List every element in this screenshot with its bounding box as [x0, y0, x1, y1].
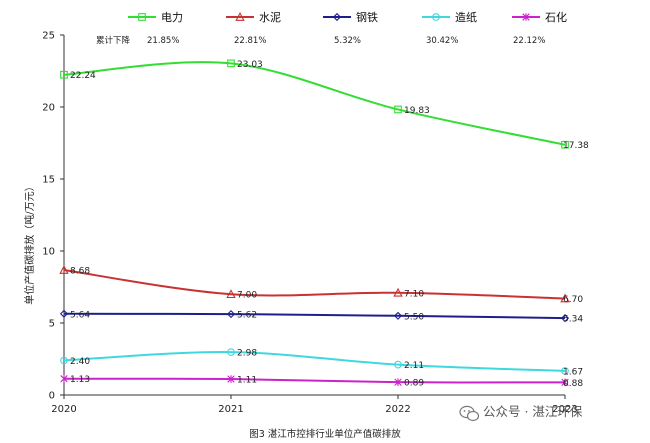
- decline-value: 22.81%: [234, 36, 266, 46]
- series-line: [63, 377, 566, 384]
- legend-item: 造纸: [422, 10, 477, 24]
- decline-value: 30.42%: [426, 36, 458, 46]
- marker-star: [60, 374, 68, 383]
- data-label: 0.89: [404, 379, 424, 389]
- marker-circle: [561, 367, 569, 375]
- data-label: 17.38: [563, 141, 589, 151]
- decline-value: 22.12%: [513, 36, 545, 46]
- data-label: 19.83: [404, 106, 430, 116]
- marker-triangle: [560, 293, 570, 303]
- series-1: 22.24 23.03 19.83 17.38: [60, 59, 589, 151]
- marker-diamond: [226, 309, 236, 319]
- decline-value: 21.85%: [147, 36, 179, 46]
- series-5: 1.13 1.11 0.89 0.88: [60, 374, 583, 389]
- data-label: 22.24: [70, 71, 96, 81]
- marker-circle: [394, 360, 402, 369]
- legend-label: 水泥: [259, 11, 281, 24]
- series-line: [63, 312, 566, 320]
- legend-item: 石化: [512, 10, 567, 24]
- decline-value: 5.32%: [334, 36, 361, 46]
- data-label: 23.03: [237, 60, 263, 70]
- x-tick-label: 2022: [385, 404, 410, 415]
- wechat-icon: [459, 405, 480, 422]
- marker-triangle: [393, 287, 403, 297]
- legend: 电力 水泥 钢铁 造纸 石化: [128, 10, 567, 24]
- series-line: [63, 269, 566, 300]
- legend-item: 水泥: [226, 11, 281, 24]
- watermark: 公众号 · 湛江环保: [459, 404, 583, 422]
- data-label: 1.11: [237, 376, 257, 386]
- marker-triangle: [235, 12, 245, 21]
- data-label: 5.64: [70, 310, 90, 320]
- marker-star: [394, 378, 402, 386]
- marker-triangle: [226, 289, 236, 299]
- data-label: 0.88: [563, 379, 583, 389]
- y-tick-label: 5: [49, 319, 55, 330]
- series-line: [63, 351, 566, 372]
- marker-diamond: [332, 12, 342, 22]
- data-label: 2.40: [70, 357, 90, 367]
- data-label: 5.62: [237, 311, 257, 321]
- data-label: 2.98: [237, 349, 257, 359]
- marker-square: [561, 140, 569, 149]
- legend-label: 电力: [161, 11, 183, 24]
- y-tick-label: 20: [42, 103, 55, 114]
- data-label: 7.10: [404, 289, 424, 299]
- data-label: 1.13: [70, 375, 90, 385]
- marker-diamond: [560, 314, 570, 323]
- decline-title: 累计下降: [96, 35, 131, 46]
- data-label: 6.70: [563, 295, 583, 305]
- marker-circle: [60, 356, 68, 365]
- marker-square: [138, 13, 146, 21]
- series-2: 8.68 7.00 7.10 6.70: [59, 265, 583, 305]
- legend-item: 钢铁: [323, 11, 378, 24]
- legend-item: 电力: [128, 11, 183, 24]
- marker-square: [227, 59, 235, 68]
- legend-label: 石化: [545, 10, 567, 24]
- marker-diamond: [393, 311, 403, 320]
- marker-circle: [227, 348, 235, 356]
- marker-square: [394, 105, 402, 114]
- x-tick-label: 2021: [218, 404, 243, 415]
- marker-diamond: [59, 309, 69, 318]
- axes: 0 5 10 15 20 25 2020 2021 2022 2023: [42, 31, 577, 416]
- y-tick-label: 10: [42, 247, 55, 258]
- y-tick-label: 15: [42, 175, 55, 186]
- series-line: [63, 61, 566, 146]
- marker-triangle: [59, 265, 69, 274]
- data-label: 2.11: [404, 361, 424, 371]
- data-label: 5.50: [404, 312, 424, 322]
- data-label: 1.67: [563, 367, 583, 377]
- series-3: 5.64 5.62 5.50 5.34: [59, 309, 583, 325]
- marker-circle: [432, 13, 440, 21]
- legend-label: 钢铁: [356, 11, 378, 24]
- x-tick-label: 2023: [552, 404, 577, 415]
- x-tick-label: 2020: [51, 404, 76, 415]
- y-tick-label: 25: [42, 31, 55, 42]
- marker-square: [60, 70, 68, 79]
- watermark-text: 公众号 · 湛江环保: [483, 404, 583, 419]
- data-label: 5.34: [563, 315, 583, 325]
- marker-star: [561, 378, 569, 387]
- series-lines: 22.24 23.03 19.83 17.38 8.68 7.00 7.10 6.70 5.64…: [59, 59, 589, 389]
- y-tick-label: 0: [49, 391, 55, 402]
- marker-star: [522, 13, 530, 21]
- series-4: 2.40 2.98 2.11 1.67: [60, 348, 583, 377]
- data-label: 7.00: [237, 291, 257, 301]
- marker-star: [227, 375, 235, 383]
- decline-row: 累计下降 21.85% 22.81% 5.32% 30.42% 22.12%: [96, 35, 545, 46]
- legend-label: 造纸: [455, 10, 477, 24]
- y-axis-label: 单位产值碳排放（吨/万元）: [23, 181, 36, 304]
- data-label: 8.68: [70, 267, 90, 277]
- chart-caption: 图3 湛江市控排行业单位产值碳排放: [249, 428, 401, 440]
